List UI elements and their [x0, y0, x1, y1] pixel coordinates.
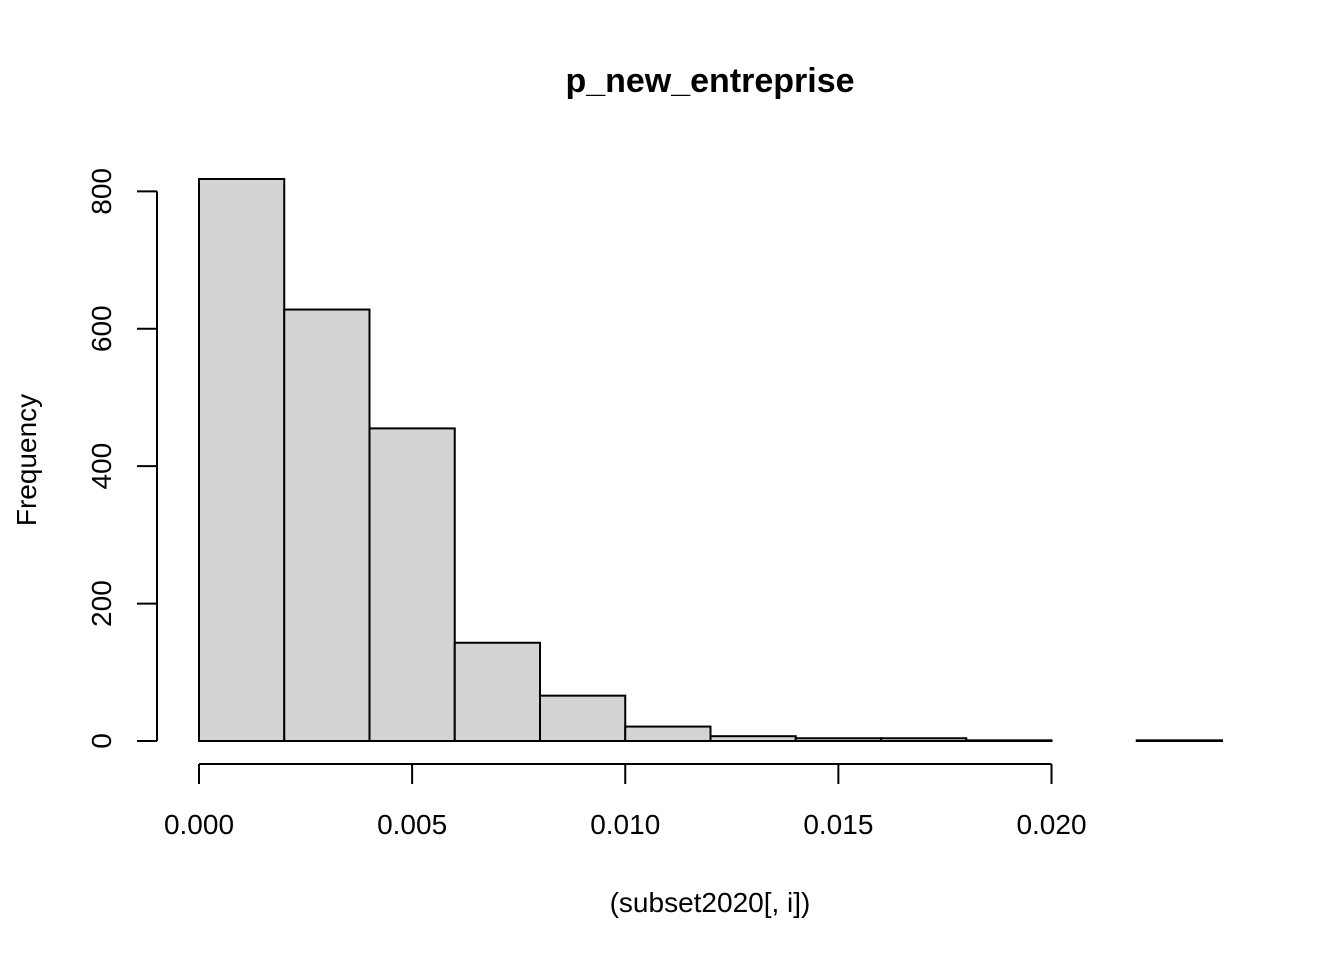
- histogram-bar-10: [965, 739, 1053, 743]
- histogram-bar-4: [453, 641, 541, 742]
- histogram-bar-9: [880, 737, 968, 742]
- y-tick-label-5: 800: [86, 168, 117, 215]
- x-tick-label-2: 0.005: [377, 809, 447, 840]
- y-tick-label-2: 200: [86, 580, 117, 627]
- x-axis-label: (subset2020[, i]): [610, 887, 811, 918]
- y-tick-label-1: 0: [86, 733, 117, 749]
- histogram-bar-6: [624, 725, 712, 743]
- histogram-bar-5: [539, 694, 627, 743]
- y-axis-label: Frequency: [11, 394, 42, 526]
- histogram-bar-2: [283, 308, 371, 742]
- histogram-bars: [198, 178, 1223, 743]
- y-axis: 0 200 400 600 800: [86, 168, 158, 749]
- histogram-bar-8: [794, 737, 882, 742]
- histogram-bar-1: [198, 178, 286, 742]
- x-tick-label-3: 0.010: [590, 809, 660, 840]
- x-axis: 0.000 0.005 0.010 0.015 0.020: [164, 763, 1087, 840]
- x-tick-label-4: 0.015: [803, 809, 873, 840]
- histogram-bar-12: [1135, 739, 1223, 743]
- y-tick-label-3: 400: [86, 443, 117, 490]
- chart-title: p_new_entreprise: [565, 62, 854, 100]
- x-tick-label-1: 0.000: [164, 809, 234, 840]
- x-tick-label-5: 0.020: [1016, 809, 1086, 840]
- histogram-bar-7: [709, 735, 797, 743]
- y-tick-label-4: 600: [86, 305, 117, 352]
- histogram-bar-3: [368, 427, 456, 742]
